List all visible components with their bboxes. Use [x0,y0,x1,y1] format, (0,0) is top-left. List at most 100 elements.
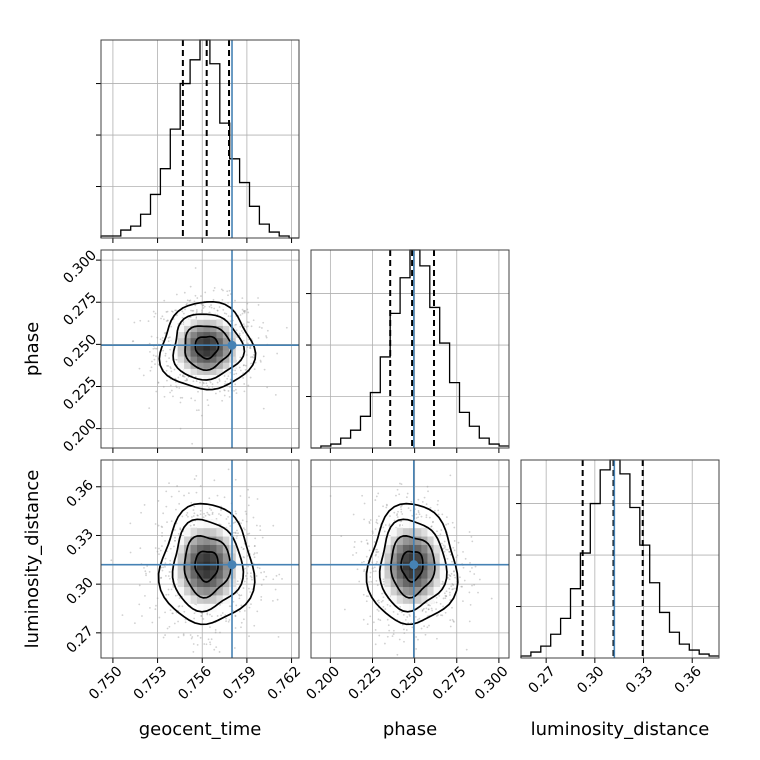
y-tick-label: 0.250 [60,332,100,372]
sample-point [362,593,365,596]
sample-point [143,566,145,569]
sample-point [195,474,198,477]
sample-point [377,551,380,553]
sample-point [235,604,238,607]
density-cell [222,527,230,537]
sample-point [156,550,159,553]
density-cell [433,544,441,554]
sample-point [423,496,426,499]
sample-point [368,522,371,525]
x-tick-label: 0.756 [175,663,215,703]
scatter-panel-phase-vs-geocent_time [96,249,300,453]
density-cell [216,356,224,363]
sample-point [248,321,250,324]
sample-point [160,566,163,569]
sample-point [238,594,241,597]
sample-point [241,297,244,300]
density-cell [209,527,217,537]
sample-point [194,304,197,307]
sample-point [161,535,163,537]
sample-point [410,500,413,503]
sample-point [451,606,453,609]
sample-point [457,541,460,544]
density-cell [197,337,204,345]
sample-point [245,520,248,523]
panel-content [101,250,299,448]
sample-point [175,309,178,312]
sample-point [177,636,180,639]
sample-point [199,513,202,516]
sample-point [219,603,221,606]
sample-point [254,361,257,364]
sample-point [110,559,113,562]
sample-point [444,594,447,597]
sample-point [447,576,450,579]
sample-point [239,356,242,359]
sample-point [452,584,455,587]
sample-point [227,620,230,623]
sample-point [165,490,168,493]
contour-line [194,550,219,583]
sample-point [429,604,431,607]
sample-point [129,522,132,525]
density-cell [235,343,243,351]
sample-point [430,525,433,528]
sample-point [444,545,446,548]
sample-point [232,531,235,534]
contour-line [183,535,232,599]
x-tick-label: 0.33 [623,663,656,696]
density-cell [184,349,192,357]
sample-point [166,310,169,313]
sample-point [163,395,166,398]
sample-point [244,364,247,367]
sample-point [181,316,184,319]
sample-point [415,648,417,650]
sample-point [179,427,182,430]
sample-point [235,392,238,395]
sample-point [242,548,245,550]
sample-point [193,612,196,615]
density-cell [216,594,224,604]
contour-line [172,313,246,381]
sample-point [388,524,391,527]
sample-point [157,500,160,502]
sample-point [192,509,195,511]
sample-point [459,576,461,579]
sample-point [370,580,373,583]
sample-point [242,556,245,558]
sample-point [229,525,232,527]
density-cell [427,552,435,562]
sample-point [189,299,192,302]
sample-point [441,614,444,617]
contour-line [171,518,245,613]
sample-point [384,524,387,526]
sample-point [375,551,378,553]
density-cell [439,552,447,562]
sample-point [206,399,209,401]
sample-point [329,495,332,497]
sample-point [202,381,205,384]
sample-point [190,501,193,504]
sample-point [164,354,167,357]
sample-point [228,386,231,388]
sample-point [403,640,405,643]
sample-point [150,335,153,338]
sample-point [420,627,423,630]
x-tick-label: 0.275 [430,663,470,703]
sample-point [240,594,243,597]
sample-point [411,626,414,629]
sample-point [174,529,176,531]
sample-point [372,621,375,624]
sample-point [424,611,427,613]
sample-point [172,585,175,588]
density-cell [433,561,441,571]
sample-point [221,399,224,402]
sample-point [418,617,421,620]
sample-point [399,482,401,485]
sample-point [234,510,237,513]
sample-point [259,361,262,363]
sample-point [174,536,176,539]
sample-point [257,297,259,299]
sample-point [215,646,218,649]
sample-point [196,634,199,637]
